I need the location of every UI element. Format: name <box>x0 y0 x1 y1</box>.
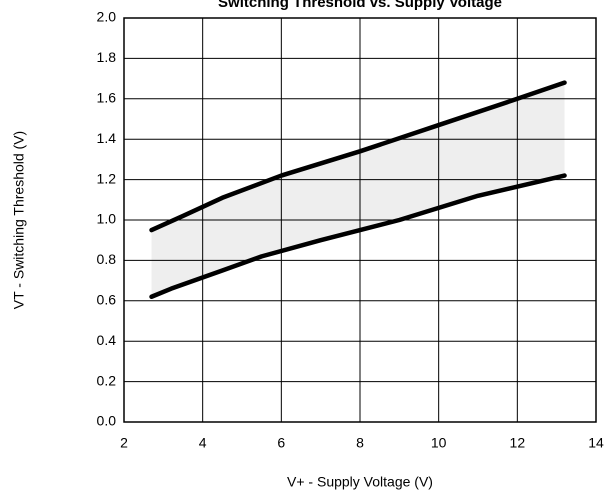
data-line <box>149 80 567 233</box>
y-axis-label: VT - Switching Threshold (V) <box>11 131 27 309</box>
x-tick-label: 12 <box>510 435 526 451</box>
y-tick-label: 0.0 <box>97 413 117 429</box>
y-tick-label: 0.8 <box>97 251 117 267</box>
x-tick-label: 10 <box>431 435 447 451</box>
plot-frame <box>123 17 597 423</box>
y-tick-label: 2.0 <box>97 9 117 25</box>
chart-title: Switching Threshold vs. Supply Voltage <box>218 0 502 11</box>
x-tick-label: 14 <box>588 435 604 451</box>
x-tick-label: 2 <box>120 435 128 451</box>
y-tick-label: 0.4 <box>97 332 117 348</box>
y-tick-label: 1.4 <box>97 130 117 146</box>
x-tick-label: 8 <box>356 435 364 451</box>
y-tick-label: 1.6 <box>97 90 117 106</box>
data-line <box>149 173 567 300</box>
y-tick-label: 1.8 <box>97 49 117 65</box>
range-band <box>151 82 565 297</box>
x-axis-label: V+ - Supply Voltage (V) <box>287 474 433 490</box>
y-tick-label: 1.0 <box>97 211 117 227</box>
x-tick-label: 4 <box>199 435 207 451</box>
y-tick-label: 1.2 <box>97 170 117 186</box>
x-tick-label: 6 <box>277 435 285 451</box>
y-tick-label: 0.6 <box>97 292 117 308</box>
y-tick-label: 0.2 <box>97 372 117 388</box>
